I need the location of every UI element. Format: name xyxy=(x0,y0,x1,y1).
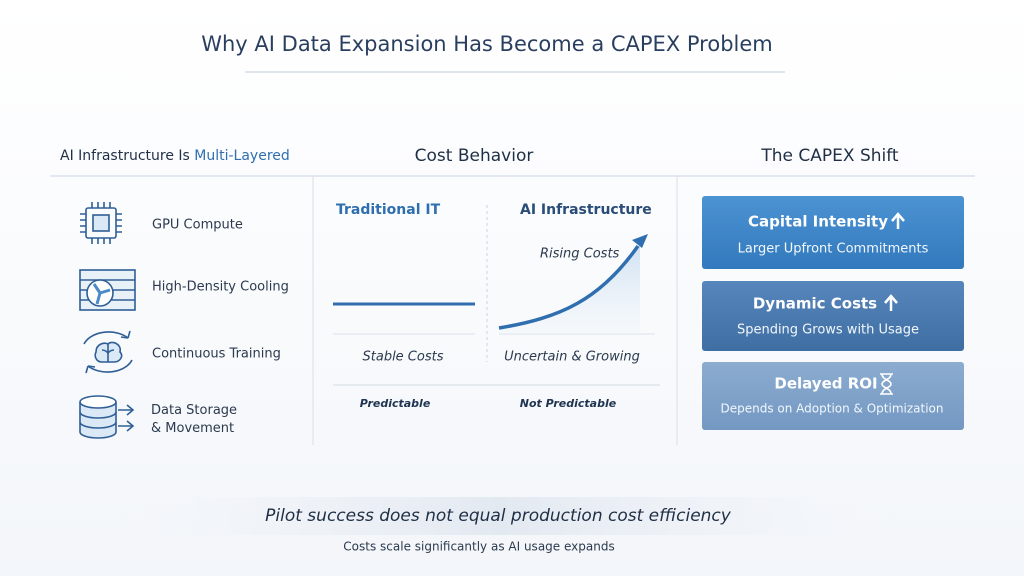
cooling-icon xyxy=(79,269,136,311)
predictability-note: Predictable xyxy=(360,397,431,410)
training-icon xyxy=(83,330,133,374)
left-heading-highlight: Multi-Layered xyxy=(194,148,290,164)
gpu-icon xyxy=(80,202,122,244)
storage-icon xyxy=(79,395,135,439)
card-title: Capital Intensity xyxy=(748,213,888,231)
layer-label: High-Density Cooling xyxy=(152,280,289,295)
up-arrow-icon xyxy=(891,212,905,229)
predictability-note: Not Predictable xyxy=(520,397,617,410)
layer-label: GPU Compute xyxy=(152,218,243,233)
card xyxy=(702,196,964,269)
left-heading-prefix: AI Infrastructure Is xyxy=(60,148,190,164)
cost-label: Uncertain & Growing xyxy=(504,350,640,365)
column-title: Traditional IT xyxy=(336,202,441,218)
layer-label: Continuous Training xyxy=(152,347,281,362)
column-title: AI Infrastructure xyxy=(520,202,652,218)
middle-heading: Cost Behavior xyxy=(415,146,534,166)
footer-caption: Costs scale significantly as AI usage ex… xyxy=(343,540,614,554)
hourglass-icon xyxy=(880,373,893,395)
rising-line xyxy=(498,244,640,330)
title: Why AI Data Expansion Has Become a CAPEX… xyxy=(201,32,773,56)
cost-label: Stable Costs xyxy=(363,350,444,365)
card xyxy=(702,362,964,430)
card xyxy=(702,281,964,351)
left-heading: AI Infrastructure Is Multi-Layered xyxy=(60,148,290,164)
footer-headline: Pilot success does not equal production … xyxy=(265,506,732,526)
card-title: Delayed ROI xyxy=(774,375,877,393)
card-subtitle: Depends on Adoption & Optimization xyxy=(721,402,944,416)
rising-arrowhead xyxy=(632,234,648,248)
layer-label: Data Storage & Movement xyxy=(151,403,238,436)
rising-area xyxy=(499,244,640,334)
curve-annotation: Rising Costs xyxy=(540,247,620,262)
footer-band xyxy=(120,497,880,535)
right-heading: The CAPEX Shift xyxy=(760,146,899,166)
up-arrow-icon xyxy=(884,294,898,311)
card-subtitle: Spending Grows with Usage xyxy=(737,323,919,338)
card-title: Dynamic Costs xyxy=(753,295,877,313)
card-subtitle: Larger Upfront Commitments xyxy=(738,242,929,257)
